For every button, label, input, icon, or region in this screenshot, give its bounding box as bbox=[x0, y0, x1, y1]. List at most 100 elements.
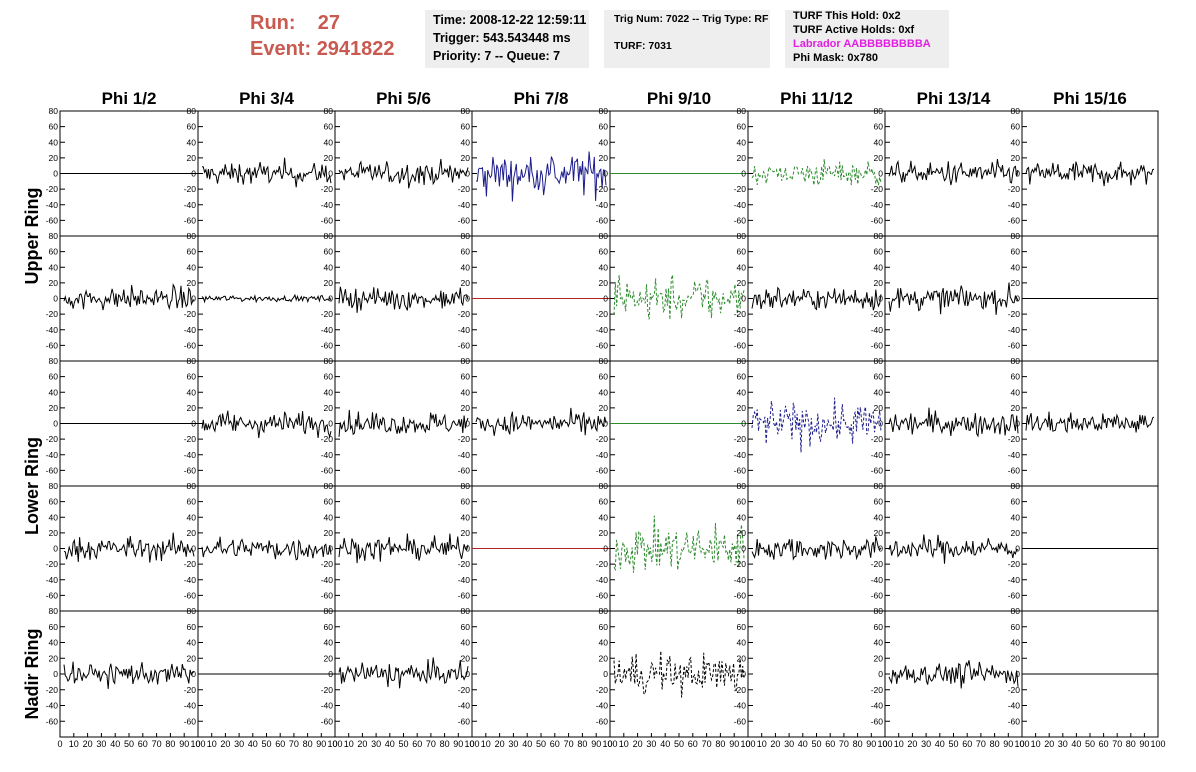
run-label: Run: bbox=[250, 12, 296, 34]
y-tick-label: 80 bbox=[737, 481, 747, 491]
y-tick-label: 40 bbox=[187, 638, 197, 648]
y-tick-label: 20 bbox=[737, 653, 747, 663]
turf-info-panel: TURF This Hold: 0x2 TURF Active Holds: 0… bbox=[785, 10, 949, 68]
event-label: Event: bbox=[250, 38, 312, 60]
y-tick-label: -40 bbox=[184, 325, 197, 335]
panel-frame bbox=[471, 610, 611, 738]
waveform-trace bbox=[475, 151, 607, 202]
x-tick-label: 80 bbox=[1126, 739, 1136, 749]
y-tick-label: 60 bbox=[874, 247, 884, 257]
y-tick-label: 60 bbox=[737, 372, 747, 382]
y-tick-label: 60 bbox=[874, 497, 884, 507]
y-tick-label: 80 bbox=[599, 106, 609, 116]
x-tick-label: 0 bbox=[469, 739, 474, 749]
y-tick-label: 0 bbox=[191, 669, 196, 679]
y-tick-label: -40 bbox=[871, 200, 884, 210]
y-tick-label: -40 bbox=[46, 325, 59, 335]
ring-label: Nadir Ring bbox=[22, 628, 42, 719]
x-tick-label: 70 bbox=[152, 739, 162, 749]
waveform-trace bbox=[1025, 161, 1155, 187]
y-tick-label: 20 bbox=[599, 153, 609, 163]
y-tick-label: 60 bbox=[324, 247, 334, 257]
y-tick-label: 0 bbox=[53, 419, 58, 429]
y-tick-label: 40 bbox=[874, 387, 884, 397]
x-tick-label: 0 bbox=[195, 739, 200, 749]
y-tick-label: -20 bbox=[321, 309, 334, 319]
x-tick-label: 70 bbox=[289, 739, 299, 749]
y-tick-label: 80 bbox=[599, 356, 609, 366]
y-tick-label: -20 bbox=[321, 685, 334, 695]
y-tick-label: -60 bbox=[46, 340, 59, 350]
y-tick-label: -20 bbox=[184, 184, 197, 194]
y-tick-label: -40 bbox=[871, 325, 884, 335]
y-tick-label: 0 bbox=[465, 544, 470, 554]
y-tick-label: -20 bbox=[458, 434, 471, 444]
x-tick-label: 100 bbox=[327, 739, 342, 749]
y-tick-label: -60 bbox=[321, 590, 334, 600]
y-tick-label: -60 bbox=[184, 716, 197, 726]
y-tick-label: -60 bbox=[734, 465, 747, 475]
y-tick-label: 80 bbox=[461, 481, 471, 491]
x-tick-label: 90 bbox=[866, 739, 876, 749]
y-tick-label: 20 bbox=[737, 278, 747, 288]
run-line: Run: 27 bbox=[250, 10, 420, 36]
ring-label: Upper Ring bbox=[22, 188, 42, 285]
y-tick-label: 80 bbox=[1011, 481, 1021, 491]
y-tick-label: -40 bbox=[734, 450, 747, 460]
y-tick-label: 60 bbox=[324, 122, 334, 132]
y-tick-label: -60 bbox=[184, 340, 197, 350]
waveform-trace bbox=[201, 536, 332, 561]
waveform-trace bbox=[338, 409, 469, 437]
y-tick-label: 0 bbox=[878, 669, 883, 679]
x-tick-label: 30 bbox=[921, 739, 931, 749]
y-tick-label: 40 bbox=[461, 638, 471, 648]
y-tick-label: -60 bbox=[321, 340, 334, 350]
y-tick-label: 40 bbox=[324, 387, 334, 397]
y-tick-label: -60 bbox=[871, 465, 884, 475]
y-tick-label: 40 bbox=[874, 512, 884, 522]
y-tick-label: -60 bbox=[46, 590, 59, 600]
y-tick-label: 40 bbox=[187, 512, 197, 522]
y-tick-label: -40 bbox=[321, 200, 334, 210]
y-tick-label: -20 bbox=[321, 184, 334, 194]
y-tick-label: -40 bbox=[184, 575, 197, 585]
waveform-trace bbox=[201, 157, 332, 188]
y-tick-label: 60 bbox=[49, 372, 59, 382]
x-tick-label: 20 bbox=[220, 739, 230, 749]
y-tick-label: 40 bbox=[49, 387, 59, 397]
y-tick-label: 60 bbox=[737, 247, 747, 257]
y-tick-label: 0 bbox=[1015, 294, 1020, 304]
y-tick-label: -40 bbox=[321, 325, 334, 335]
x-tick-label: 80 bbox=[165, 739, 175, 749]
column-header: Phi 7/8 bbox=[514, 89, 569, 108]
y-tick-label: -20 bbox=[458, 685, 471, 695]
y-tick-label: 60 bbox=[599, 247, 609, 257]
y-tick-label: 20 bbox=[1011, 653, 1021, 663]
x-tick-label: 50 bbox=[261, 739, 271, 749]
x-tick-label: 40 bbox=[385, 739, 395, 749]
x-tick-label: 30 bbox=[784, 739, 794, 749]
x-tick-label: 10 bbox=[481, 739, 491, 749]
x-tick-label: 20 bbox=[357, 739, 367, 749]
y-tick-label: 40 bbox=[1011, 137, 1021, 147]
panel-frame bbox=[884, 485, 1023, 612]
y-tick-label: 80 bbox=[737, 356, 747, 366]
y-tick-label: 40 bbox=[599, 262, 609, 272]
y-tick-label: 20 bbox=[49, 278, 59, 288]
x-tick-label: 90 bbox=[179, 739, 189, 749]
phi-mask-text: Phi Mask: 0x780 bbox=[793, 52, 878, 64]
x-tick-label: 70 bbox=[564, 739, 574, 749]
y-tick-label: -60 bbox=[871, 215, 884, 225]
x-tick-label: 20 bbox=[770, 739, 780, 749]
event-value: 2941822 bbox=[316, 38, 395, 60]
x-tick-label: 30 bbox=[1058, 739, 1068, 749]
y-tick-label: -20 bbox=[1008, 559, 1021, 569]
x-tick-label: 100 bbox=[1014, 739, 1029, 749]
x-tick-label: 10 bbox=[619, 739, 629, 749]
waveform-trace bbox=[613, 515, 745, 573]
y-tick-label: -40 bbox=[46, 450, 59, 460]
x-tick-label: 50 bbox=[398, 739, 408, 749]
y-tick-label: 40 bbox=[1011, 512, 1021, 522]
y-tick-label: -20 bbox=[734, 309, 747, 319]
y-tick-label: 80 bbox=[1011, 356, 1021, 366]
